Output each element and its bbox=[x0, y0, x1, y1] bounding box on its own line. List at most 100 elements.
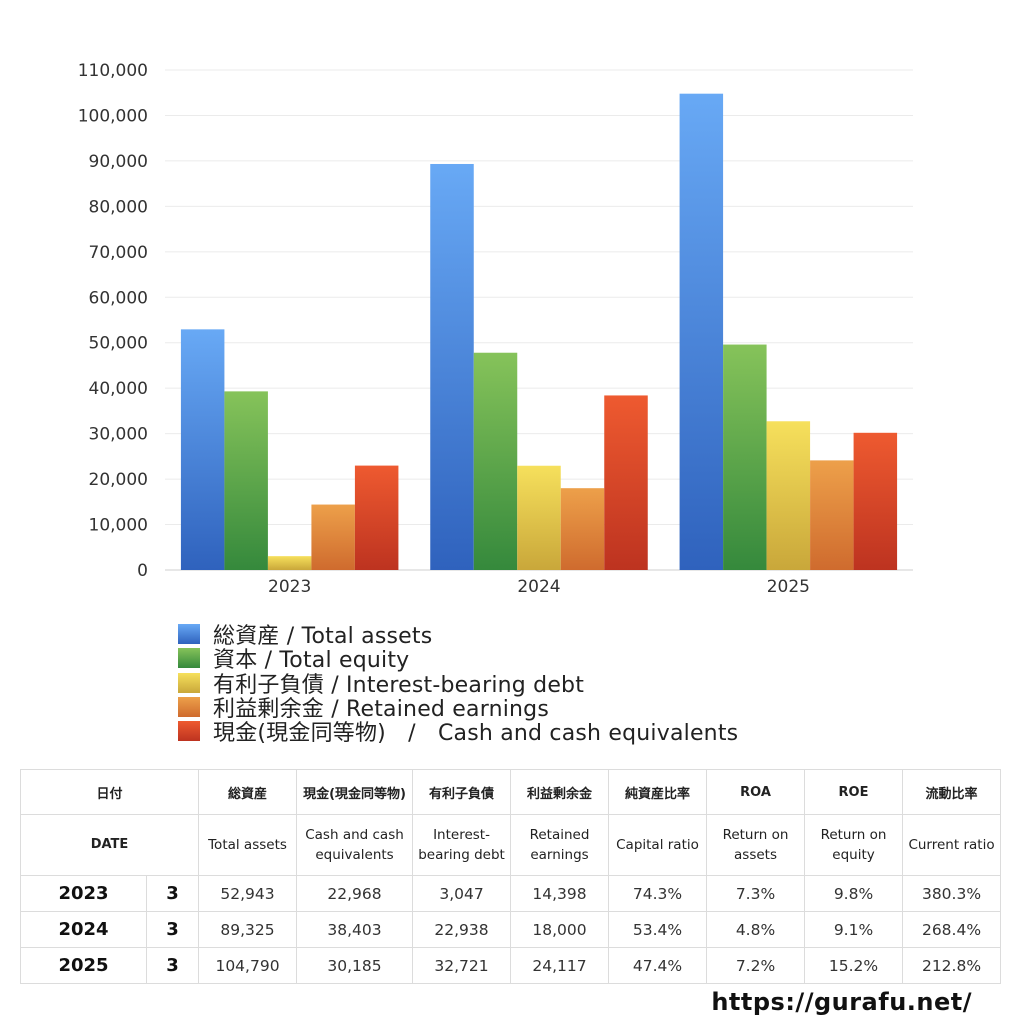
col-header-debt-en: Interest-bearing debt bbox=[412, 814, 512, 876]
cell-capital-ratio: 74.3% bbox=[608, 875, 708, 912]
cell-roe: 15.2% bbox=[804, 947, 904, 984]
bar-2025-series-1 bbox=[723, 344, 767, 570]
col-header-retained-jp: 利益剰余金 bbox=[510, 769, 610, 815]
y-tick-label: 110,000 bbox=[78, 61, 148, 81]
cell-total-assets: 104,790 bbox=[198, 947, 298, 984]
bar-2025-series-4 bbox=[853, 432, 898, 570]
col-header-date-jp: 日付 bbox=[19, 769, 200, 815]
bar-2025-series-3 bbox=[810, 460, 854, 570]
bar-2024-series-1 bbox=[473, 352, 518, 570]
cell-retained: 14,398 bbox=[510, 875, 610, 912]
y-tick-label: 20,000 bbox=[89, 470, 148, 490]
bar-2025-series-2 bbox=[766, 421, 811, 570]
cell-total-assets: 89,325 bbox=[198, 911, 298, 948]
col-header-roa-en: Return on assets bbox=[706, 814, 806, 876]
col-header-current-ratio-en: Current ratio bbox=[902, 814, 1002, 876]
cell-capital-ratio: 53.4% bbox=[608, 911, 708, 948]
col-header-retained-en: Retained earnings bbox=[510, 814, 610, 876]
y-tick-label: 0 bbox=[137, 561, 148, 581]
col-header-roa: ROA bbox=[706, 769, 806, 815]
col-header-capital-ratio-jp: 純資産比率 bbox=[608, 769, 708, 815]
legend-label: 現金(現金同等物) / Cash and cash equivalents bbox=[213, 721, 739, 747]
cell-debt: 3,047 bbox=[412, 875, 512, 912]
site-url[interactable]: https://gurafu.net/ bbox=[711, 988, 972, 1016]
cell-roa: 4.8% bbox=[706, 911, 806, 948]
y-tick-label: 40,000 bbox=[89, 379, 148, 399]
legend-label: 有利子負債 / Interest-bearing debt bbox=[213, 672, 585, 698]
col-header-roe-en: Return on equity bbox=[804, 814, 904, 876]
bar-2023-series-1 bbox=[224, 391, 268, 570]
y-tick-label: 70,000 bbox=[89, 243, 148, 263]
legend-swatch-retained-earnings bbox=[178, 697, 200, 718]
financial-table: 日付 総資産 現金(現金同等物) 有利子負債 利益剰余金 純資産比率 ROA R… bbox=[19, 769, 1002, 984]
table-row: 2024 3 89,325 38,403 22,938 18,000 53.4%… bbox=[20, 911, 1002, 948]
row-year: 2024 bbox=[20, 911, 147, 948]
legend-label: 資本 / Total equity bbox=[213, 648, 410, 674]
y-tick-label: 100,000 bbox=[78, 106, 148, 126]
bar-2025-series-0 bbox=[679, 93, 724, 570]
x-tick-label: 2024 bbox=[517, 577, 560, 597]
x-tick-label: 2023 bbox=[268, 577, 311, 597]
col-header-cash-jp: 現金(現金同等物) bbox=[296, 769, 414, 815]
y-tick-label: 80,000 bbox=[89, 197, 148, 217]
legend-swatch-interest-bearing-debt bbox=[178, 672, 200, 693]
legend-item-total-assets: 総資産 / Total assets bbox=[178, 622, 738, 649]
row-month: 3 bbox=[145, 911, 200, 948]
row-month: 3 bbox=[145, 947, 200, 984]
bar-2024-series-2 bbox=[517, 465, 561, 570]
legend-swatch-cash bbox=[178, 721, 200, 742]
table-header-jp: 日付 総資産 現金(現金同等物) 有利子負債 利益剰余金 純資産比率 ROA R… bbox=[19, 769, 1002, 815]
cell-cash: 30,185 bbox=[296, 947, 414, 984]
row-year: 2023 bbox=[20, 875, 147, 912]
cell-total-assets: 52,943 bbox=[198, 875, 298, 912]
cell-roa: 7.2% bbox=[706, 947, 806, 984]
row-month: 3 bbox=[145, 875, 200, 912]
bar-2023-series-0 bbox=[180, 329, 225, 570]
y-axis-tick-labels: 0 10,000 20,000 30,000 40,000 50,000 60,000 70,… bbox=[78, 61, 148, 581]
col-header-current-ratio-jp: 流動比率 bbox=[902, 769, 1002, 815]
y-tick-label: 30,000 bbox=[89, 425, 148, 445]
cell-retained: 24,117 bbox=[510, 947, 610, 984]
cell-retained: 18,000 bbox=[510, 911, 610, 948]
cell-cash: 38,403 bbox=[296, 911, 414, 948]
legend-label: 総資産 / Total assets bbox=[213, 624, 433, 650]
col-header-debt-jp: 有利子負債 bbox=[412, 769, 512, 815]
bar-2024-series-0 bbox=[430, 163, 474, 570]
y-tick-label: 90,000 bbox=[89, 152, 148, 172]
x-axis-tick-labels: 2023 2024 2025 bbox=[268, 577, 810, 597]
col-header-total-assets-en: Total assets bbox=[198, 814, 298, 876]
cell-current-ratio: 268.4% bbox=[902, 911, 1002, 948]
grid-lines bbox=[165, 69, 913, 571]
bar-chart: 0 10,000 20,000 30,000 40,000 50,000 60,000 70,… bbox=[78, 61, 913, 597]
bar-2023-series-4 bbox=[354, 465, 399, 570]
legend-label: 利益剰余金 / Retained earnings bbox=[213, 697, 549, 723]
col-header-total-assets-jp: 総資産 bbox=[198, 769, 298, 815]
table-row: 2023 3 52,943 22,968 3,047 14,398 74.3% … bbox=[20, 875, 1002, 912]
y-tick-label: 60,000 bbox=[89, 288, 148, 308]
col-header-date-en: DATE bbox=[19, 814, 200, 876]
y-tick-label: 50,000 bbox=[89, 334, 148, 354]
table-row: 2025 3 104,790 30,185 32,721 24,117 47.4… bbox=[20, 947, 1002, 984]
bar-2024-series-3 bbox=[560, 488, 605, 570]
col-header-roe: ROE bbox=[804, 769, 904, 815]
legend-swatch-total-assets bbox=[178, 624, 200, 645]
cell-current-ratio: 212.8% bbox=[902, 947, 1002, 984]
legend-item-interest-bearing-debt: 有利子負債 / Interest-bearing debt bbox=[178, 671, 738, 698]
col-header-capital-ratio-en: Capital ratio bbox=[608, 814, 708, 876]
bars bbox=[180, 93, 898, 570]
col-header-cash-en: Cash and cash equivalents bbox=[296, 814, 414, 876]
cell-roe: 9.1% bbox=[804, 911, 904, 948]
cell-cash: 22,968 bbox=[296, 875, 414, 912]
bar-2023-series-2 bbox=[267, 556, 312, 570]
row-year: 2025 bbox=[20, 947, 147, 984]
cell-roe: 9.8% bbox=[804, 875, 904, 912]
cell-roa: 7.3% bbox=[706, 875, 806, 912]
legend-item-total-equity: 資本 / Total equity bbox=[178, 646, 738, 673]
bar-2023-series-3 bbox=[311, 504, 355, 570]
y-tick-label: 10,000 bbox=[89, 516, 148, 536]
cell-capital-ratio: 47.4% bbox=[608, 947, 708, 984]
legend: 総資産 / Total assets 資本 / Total equity 有利子… bbox=[178, 622, 738, 746]
cell-current-ratio: 380.3% bbox=[902, 875, 1002, 912]
legend-item-cash: 現金(現金同等物) / Cash and cash equivalents bbox=[178, 719, 738, 746]
table-header-en: DATE Total assets Cash and cash equivale… bbox=[19, 814, 1002, 876]
